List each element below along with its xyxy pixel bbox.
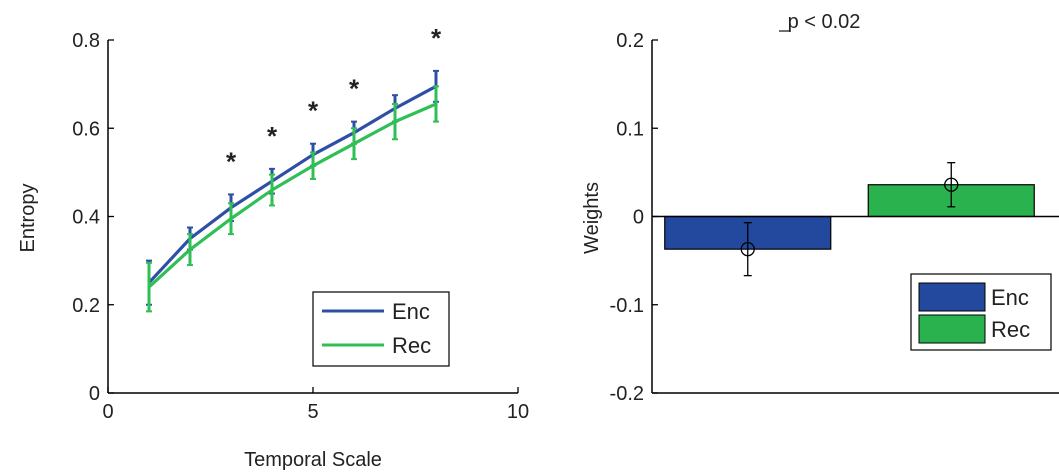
legend-label-enc: Enc	[991, 285, 1029, 310]
x-axis-label: Temporal Scale	[244, 449, 382, 471]
legend-label-enc: Enc	[392, 299, 430, 324]
x-tick-label: 10	[507, 401, 529, 423]
data-point	[435, 103, 437, 105]
legend: Enc Rec	[312, 291, 450, 367]
significance-marker: *	[349, 74, 360, 104]
series-line	[147, 84, 437, 284]
legend-label-rec: Rec	[991, 317, 1030, 342]
y-tick-label: -0.1	[610, 295, 644, 317]
data-point	[271, 189, 273, 191]
significance-marker: *	[226, 146, 237, 176]
significance-marker: *	[308, 96, 319, 126]
data-point	[394, 120, 396, 123]
entropy-line-chart: Entropy Temporal Scale 0 0.2 0.4 0.6 0.8 0 5 10…	[17, 23, 529, 471]
legend: Enc Rec	[910, 273, 1052, 351]
y-axis-label: Entropy	[17, 184, 39, 253]
y-tick-label: 0.4	[72, 207, 100, 229]
y-tick-label: 0.1	[616, 118, 644, 140]
y-axis-label: Weights	[581, 182, 603, 254]
significance-marker: *	[267, 121, 278, 151]
data-point	[353, 142, 355, 145]
y-tick-label: 0.2	[72, 295, 100, 317]
data-point	[189, 248, 191, 251]
y-tick-label: 0.6	[72, 118, 100, 140]
legend-swatch-rec	[918, 314, 986, 344]
weights-bar-chart: p < 0.02 Weights -0.2 -0.1 0 0.1 0.2 Enc Rec	[581, 11, 1059, 405]
mean-marker	[740, 242, 755, 257]
p-value-title: p < 0.02	[788, 11, 861, 33]
mean-marker	[944, 177, 959, 192]
y-tick-label: 0.8	[72, 30, 100, 52]
significance-marker: *	[431, 23, 442, 53]
y-tick-label: 0	[89, 383, 100, 405]
y-tick-label: 0.2	[616, 30, 644, 52]
x-tick-label: 5	[307, 401, 318, 423]
legend-swatch-enc	[918, 282, 986, 312]
legend-label-rec: Rec	[392, 333, 431, 358]
data-point	[312, 164, 314, 167]
data-point	[230, 217, 232, 220]
legend-box	[312, 291, 450, 367]
x-tick-label: 0	[102, 401, 113, 423]
series-line	[147, 102, 437, 289]
data-point	[148, 286, 150, 288]
series-rec	[146, 85, 439, 313]
y-tick-label: -0.2	[610, 383, 644, 405]
y-tick-label: 0	[633, 207, 644, 229]
